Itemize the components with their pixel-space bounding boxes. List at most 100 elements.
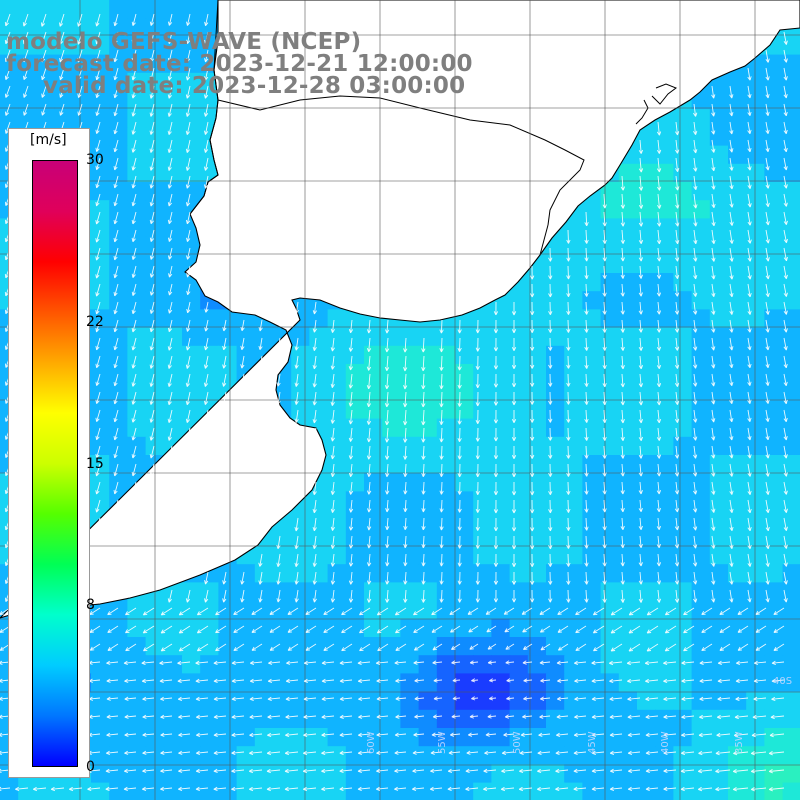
wind-arrow: [149, 67, 155, 81]
wind-arrow: [486, 625, 497, 633]
wind-arrow: [747, 283, 752, 298]
wind-arrow: [656, 139, 662, 154]
wind-arrow: [693, 535, 698, 549]
wind-arrow: [656, 247, 662, 262]
wind-arrow: [675, 229, 680, 245]
wind-arrow: [447, 786, 461, 792]
wind-arrow: [693, 265, 698, 280]
wind-arrow: [693, 391, 698, 405]
wind-arrow: [747, 427, 752, 441]
wind-arrow: [357, 750, 371, 756]
grid-labels: 40S 60W 55W 50W 45W 40W 35W: [366, 676, 792, 754]
wind-arrow: [716, 714, 731, 720]
wind-arrow: [160, 768, 173, 773]
wind-arrow: [439, 535, 444, 549]
wind-arrow: [131, 463, 137, 477]
wind-arrow: [656, 355, 662, 370]
wind-arrow: [266, 786, 281, 792]
wind-arrow: [783, 265, 788, 280]
wind-arrow: [113, 445, 119, 459]
wind-arrow: [602, 535, 607, 549]
wind-arrow: [185, 121, 191, 135]
wind-arrow: [142, 732, 155, 737]
wind-arrow: [681, 732, 695, 738]
wind-arrow: [348, 355, 353, 371]
wind-arrow: [620, 229, 625, 244]
wind-arrow: [620, 391, 625, 406]
wind-arrow: [457, 373, 462, 389]
wind-arrow: [240, 319, 245, 332]
wind-arrow: [339, 678, 353, 684]
wind-arrow: [95, 409, 101, 423]
wind-arrow: [294, 391, 299, 405]
wind-arrow: [141, 660, 155, 666]
wind-arrow: [656, 373, 662, 388]
wind-arrow: [620, 499, 625, 513]
wind-arrow: [504, 714, 515, 719]
wind-arrow: [167, 211, 173, 225]
wind-arrow: [312, 517, 317, 532]
wind-arrow: [511, 356, 517, 370]
wind-arrow: [106, 696, 119, 701]
wind-arrow: [591, 750, 605, 756]
wind-arrow: [312, 589, 317, 603]
wind-arrow: [768, 769, 785, 774]
wind-arrow: [656, 337, 662, 351]
wind-arrow: [548, 499, 553, 514]
wind-arrow: [178, 714, 191, 719]
wind-arrow: [765, 229, 770, 244]
wind-arrow: [783, 499, 788, 513]
wind-arrow: [106, 732, 119, 737]
wind-arrow: [240, 373, 245, 387]
wind-arrow: [258, 553, 263, 567]
wind-arrow: [475, 589, 480, 603]
wind-arrow: [584, 445, 589, 459]
wind-arrow: [602, 283, 607, 297]
wind-arrow: [421, 589, 426, 603]
wind-arrow: [493, 589, 499, 603]
wind-arrow: [359, 625, 371, 634]
wind-arrow: [359, 643, 371, 652]
wind-arrow: [149, 463, 155, 477]
wind-arrow: [348, 427, 353, 442]
wind-arrow: [674, 445, 680, 459]
wind-arrow: [747, 391, 752, 404]
wind-arrow: [276, 373, 281, 387]
wind-arrow: [240, 571, 245, 585]
wind-arrow: [439, 373, 444, 390]
wind-arrow: [395, 696, 407, 701]
wind-arrow: [620, 355, 625, 370]
wind-arrow: [620, 301, 625, 315]
wind-arrow: [312, 409, 317, 424]
wind-arrow: [729, 283, 734, 298]
wind-arrow: [566, 553, 571, 567]
wind-arrow: [584, 319, 589, 333]
wind-arrow: [125, 643, 137, 652]
wind-arrow: [385, 553, 390, 567]
wind-arrow: [321, 660, 335, 666]
wind-arrow: [584, 247, 589, 262]
wind-arrow: [711, 571, 716, 585]
wind-arrow: [414, 678, 425, 683]
wind-arrow: [68, 786, 83, 792]
wind-arrow: [638, 229, 644, 245]
wind-arrow: [222, 373, 227, 387]
wind-arrow: [215, 643, 227, 652]
wind-arrow: [693, 337, 698, 351]
wind-arrow: [620, 409, 625, 424]
wind-arrow: [755, 625, 767, 633]
wind-arrow: [168, 301, 173, 314]
wind-arrow: [693, 283, 698, 297]
wind-arrow: [656, 319, 662, 333]
wind-arrow: [493, 481, 499, 496]
wind-arrow: [285, 696, 299, 702]
wind-arrow: [367, 535, 372, 549]
wind-arrow: [602, 553, 607, 567]
wind-arrow: [240, 337, 245, 351]
wind-arrow: [602, 409, 607, 424]
wind-arrow: [457, 517, 462, 531]
wind-arrow: [113, 121, 119, 135]
wind-arrow: [149, 409, 155, 423]
wind-arrow: [548, 517, 553, 532]
grid-label: 40S: [773, 676, 792, 687]
